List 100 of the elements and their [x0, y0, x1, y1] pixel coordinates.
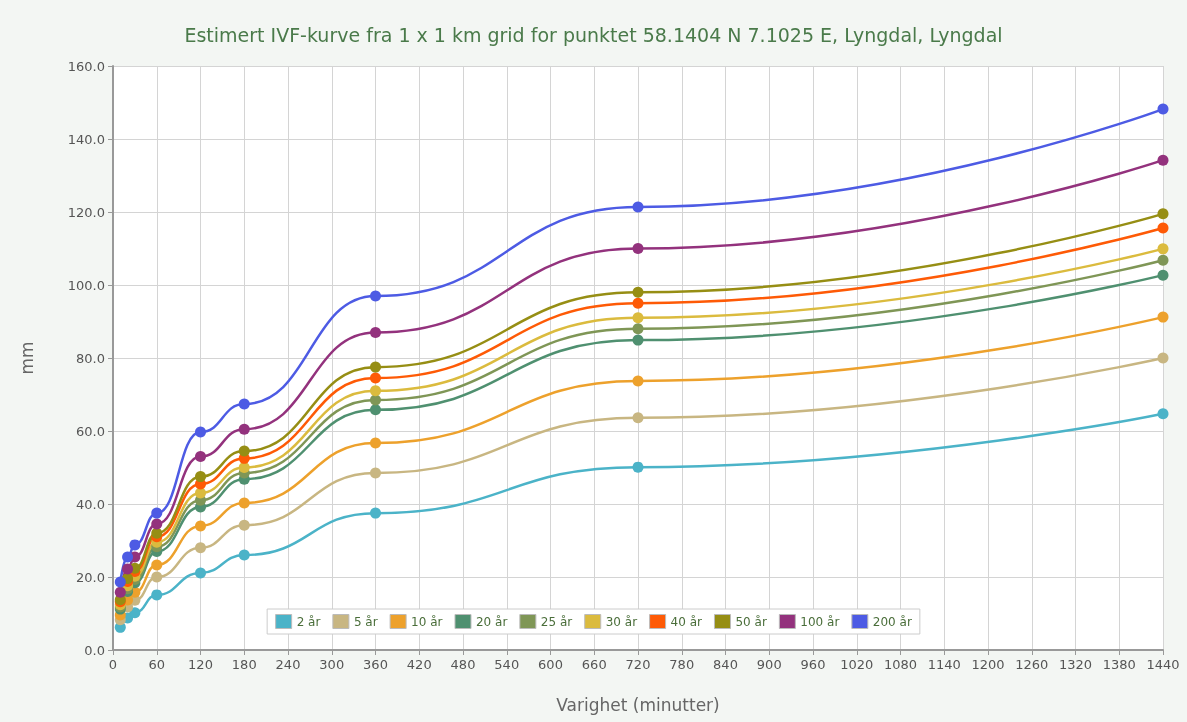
y-tick-label: 80.0 — [76, 350, 105, 366]
point — [632, 286, 644, 298]
legend-label: 30 år — [605, 614, 638, 629]
point — [1157, 243, 1169, 255]
legend-label: 25 år — [540, 614, 573, 629]
point — [370, 372, 381, 384]
point — [632, 334, 644, 346]
point — [632, 412, 644, 424]
point — [195, 487, 206, 499]
point — [129, 539, 141, 551]
point — [195, 451, 206, 463]
point — [1157, 254, 1169, 266]
x-tick-label: 120 — [188, 657, 213, 672]
point — [238, 497, 250, 509]
point — [151, 571, 163, 583]
point — [195, 567, 206, 579]
x-tick-label: 1260 — [1015, 657, 1049, 672]
x-axis-title: Varighet (minutter) — [556, 694, 720, 715]
point — [1157, 154, 1169, 166]
point — [632, 201, 644, 213]
point — [632, 323, 644, 335]
point — [370, 326, 381, 338]
point — [370, 361, 381, 373]
point — [238, 549, 250, 561]
point — [238, 445, 250, 457]
legend-label: 2 år — [296, 614, 321, 629]
x-tick-label: 60 — [148, 657, 166, 672]
x-tick-label: 1140 — [927, 657, 961, 672]
point — [122, 563, 134, 575]
point — [632, 243, 644, 254]
point — [151, 559, 163, 571]
point — [1157, 103, 1169, 115]
point — [151, 527, 163, 539]
point — [151, 589, 163, 601]
point — [195, 471, 206, 483]
legend-label: 100 år — [800, 614, 840, 629]
legend-label: 50 år — [735, 614, 767, 629]
point — [195, 426, 206, 438]
point — [238, 462, 250, 473]
point — [632, 312, 644, 324]
x-tick-label: 1320 — [1058, 657, 1093, 672]
point — [370, 385, 381, 397]
x-tick-label: 1200 — [971, 657, 1005, 672]
point — [195, 542, 206, 554]
point — [370, 467, 381, 479]
legend-label: 40 år — [670, 614, 703, 629]
point — [238, 519, 250, 531]
legend-label: 5 år — [353, 614, 378, 629]
x-tick-label: 720 — [625, 657, 651, 672]
x-tick-label: 540 — [494, 657, 520, 672]
point — [370, 404, 381, 416]
x-tick-label: 300 — [319, 657, 345, 672]
x-tick-label: 840 — [713, 657, 738, 672]
point — [1157, 208, 1169, 220]
x-tick-label: 480 — [450, 657, 476, 672]
x-tick-label: 600 — [538, 657, 563, 672]
point — [632, 461, 644, 473]
x-tick-label: 660 — [581, 657, 607, 672]
x-tick-label: 1020 — [840, 657, 874, 672]
point — [195, 520, 206, 532]
x-tick-label: 420 — [406, 657, 432, 672]
point — [370, 507, 381, 519]
point — [370, 290, 381, 302]
point — [114, 586, 126, 598]
point — [122, 551, 134, 563]
legend-label: 200 år — [872, 614, 912, 629]
y-tick-label: 140.0 — [67, 131, 105, 147]
point — [1157, 269, 1169, 281]
legend-label: 10 år — [411, 614, 443, 629]
y-tick-label: 60.0 — [76, 423, 105, 439]
point — [151, 518, 163, 530]
y-tick-label: 20.0 — [76, 569, 105, 585]
point — [370, 394, 381, 406]
point — [129, 607, 141, 619]
point — [1157, 408, 1169, 420]
point — [370, 437, 381, 449]
point — [238, 423, 250, 435]
y-tick-label: 0.0 — [84, 642, 105, 658]
y-tick-label: 40.0 — [76, 496, 105, 512]
point — [1157, 222, 1169, 234]
y-tick-label: 160.0 — [67, 58, 105, 74]
y-axis-title: mm — [16, 341, 37, 375]
x-tick-label: 1380 — [1102, 657, 1136, 672]
x-tick-label: 900 — [756, 657, 782, 672]
y-tick-label: 120.0 — [67, 204, 105, 220]
y-tick-label: 100.0 — [67, 277, 105, 293]
chart-title: Estimert IVF-kurve fra 1 x 1 km grid for punktet 58.1404 N 7.1025 E, Lyngdal, Lyngdal — [184, 23, 1003, 46]
x-tick-label: 360 — [363, 657, 388, 672]
point — [632, 297, 644, 309]
x-tick-label: 1080 — [883, 657, 918, 672]
point — [632, 375, 644, 387]
x-tick-label: 780 — [669, 657, 695, 672]
x-tick-label: 1440 — [1146, 657, 1180, 672]
point — [238, 398, 250, 410]
point — [1157, 352, 1169, 364]
x-tick-label: 180 — [231, 657, 257, 672]
legend-label: 20 år — [475, 614, 508, 629]
point — [114, 576, 126, 588]
point — [1157, 311, 1169, 323]
x-tick-label: 960 — [800, 657, 826, 672]
